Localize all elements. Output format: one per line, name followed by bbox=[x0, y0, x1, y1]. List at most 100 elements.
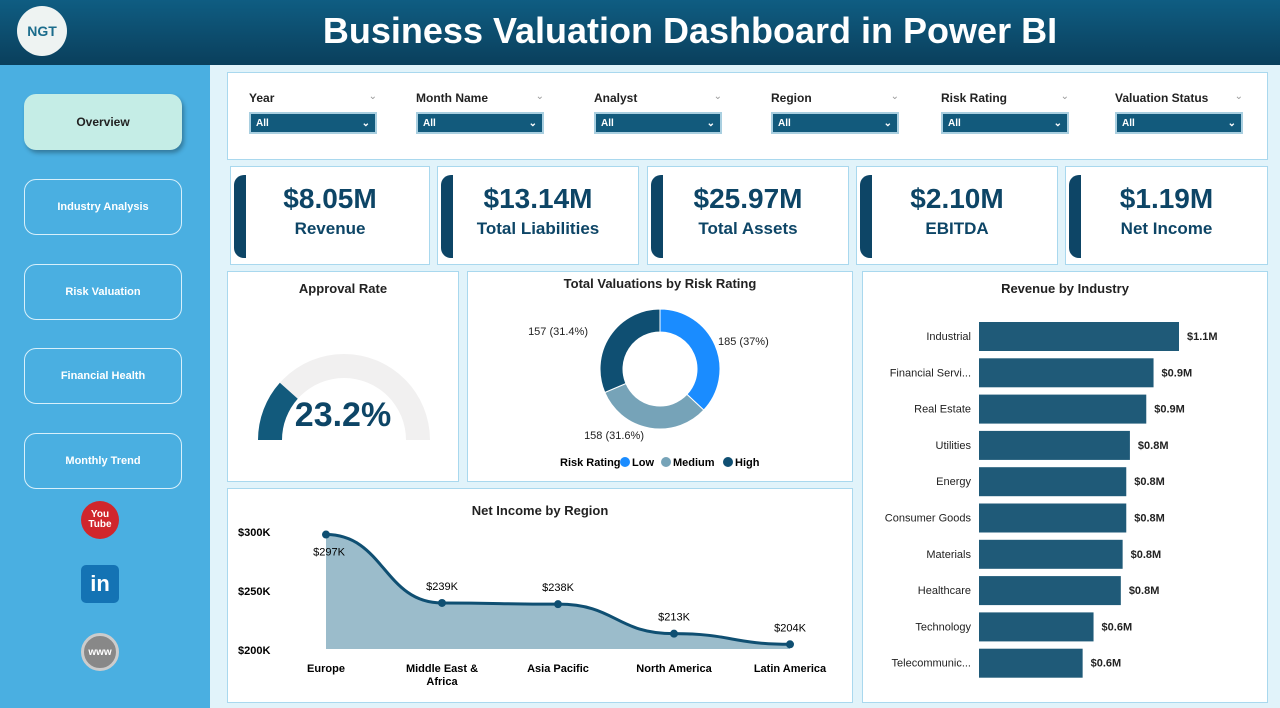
bar[interactable] bbox=[979, 539, 1123, 569]
x-tick-label: Latin America bbox=[754, 663, 827, 675]
bar[interactable] bbox=[979, 322, 1179, 351]
filter-analyst[interactable]: Analyst ⌄ All ⌄ bbox=[594, 91, 722, 134]
filter-risk-rating[interactable]: Risk Rating ⌄ All ⌄ bbox=[941, 91, 1069, 134]
kpi-value: $13.14M bbox=[483, 183, 593, 214]
filter-valuation-status[interactable]: Valuation Status ⌄ All ⌄ bbox=[1115, 91, 1243, 134]
donut-slice-high[interactable] bbox=[599, 308, 661, 394]
filter-label: Risk Rating ⌄ bbox=[941, 91, 1069, 105]
filter-label: Region ⌄ bbox=[771, 91, 899, 105]
donut-slice-low[interactable] bbox=[659, 308, 721, 411]
bar-value-label: $0.9M bbox=[1162, 367, 1193, 379]
x-tick-label: North America bbox=[636, 663, 712, 675]
filter-label: Year ⌄ bbox=[249, 91, 377, 105]
globe-icon[interactable]: www bbox=[81, 633, 119, 671]
chevron-down-icon[interactable]: ⌄ bbox=[1060, 91, 1069, 102]
data-point[interactable] bbox=[322, 530, 330, 539]
bar[interactable] bbox=[979, 612, 1094, 642]
kpi-value: $8.05M bbox=[283, 183, 377, 214]
page-title: Business Valuation Dashboard in Power BI bbox=[322, 10, 1058, 51]
bar[interactable] bbox=[979, 467, 1127, 497]
legend-item[interactable]: Medium bbox=[673, 457, 715, 469]
net-income-card: Net Income by Region $300K $250K $200K $297… bbox=[227, 488, 853, 703]
nav-monthly-trend[interactable]: Monthly Trend bbox=[24, 433, 182, 489]
kpi-accent bbox=[651, 175, 663, 258]
bar-value-label: $0.6M bbox=[1091, 658, 1122, 670]
donut-title: Total Valuations by Risk Rating bbox=[563, 276, 757, 291]
filter-panel: Year ⌄ All ⌄ Month Name ⌄ All ⌄ Analyst ⌄ All ⌄ Regi… bbox=[227, 72, 1268, 160]
kpi-label: Net Income bbox=[1120, 219, 1213, 238]
data-point[interactable] bbox=[554, 600, 562, 609]
legend-item[interactable]: High bbox=[735, 457, 760, 469]
approval-gauge bbox=[258, 354, 430, 440]
youtube-icon[interactable]: You Tube bbox=[81, 501, 119, 539]
bar[interactable] bbox=[979, 430, 1130, 460]
filter-dropdown[interactable]: All ⌄ bbox=[249, 112, 377, 134]
bar[interactable] bbox=[979, 358, 1154, 388]
filter-label: Month Name ⌄ bbox=[416, 91, 544, 105]
data-point[interactable] bbox=[438, 598, 446, 607]
chevron-down-icon[interactable]: ⌄ bbox=[535, 91, 544, 102]
legend-item[interactable]: Low bbox=[632, 457, 654, 469]
donut-slice-medium[interactable] bbox=[604, 382, 705, 430]
kpi-value: $2.10M bbox=[910, 183, 1004, 214]
legend-marker bbox=[620, 457, 630, 467]
data-label: $239K bbox=[426, 581, 458, 593]
legend-marker bbox=[723, 457, 733, 467]
filter-dropdown[interactable]: All ⌄ bbox=[941, 112, 1069, 134]
chevron-down-icon: ⌄ bbox=[528, 117, 537, 129]
chevron-down-icon: ⌄ bbox=[1053, 117, 1062, 129]
sidebar: Overview Industry Analysis Risk Valuatio… bbox=[0, 65, 210, 708]
bar-category-label: Consumer Goods bbox=[885, 513, 972, 525]
filter-dropdown[interactable]: All ⌄ bbox=[771, 112, 899, 134]
x-tick-label: Middle East & bbox=[406, 663, 478, 675]
chevron-down-icon[interactable]: ⌄ bbox=[890, 91, 899, 102]
linkedin-icon[interactable]: in bbox=[81, 565, 119, 603]
bar-category-label: Industrial bbox=[926, 331, 971, 343]
chevron-down-icon: ⌄ bbox=[706, 117, 715, 129]
y-tick-label: $300K bbox=[238, 527, 270, 539]
bar[interactable] bbox=[979, 394, 1147, 424]
approval-value: 23.2% bbox=[294, 396, 392, 434]
kpi-label: Total Liabilities bbox=[476, 219, 600, 238]
approval-rate-card: Approval Rate 23.2% bbox=[227, 271, 459, 482]
bar[interactable] bbox=[979, 503, 1127, 533]
bar-category-label: Technology bbox=[915, 621, 971, 633]
nav-financial-health[interactable]: Financial Health bbox=[24, 348, 182, 404]
bar-value-label: $0.6M bbox=[1102, 621, 1133, 633]
data-point[interactable] bbox=[786, 640, 794, 649]
chevron-down-icon: ⌄ bbox=[361, 117, 370, 129]
chevron-down-icon: ⌄ bbox=[883, 117, 892, 129]
nav-overview[interactable]: Overview bbox=[24, 94, 182, 150]
kpi-value: $25.97M bbox=[693, 183, 803, 214]
filter-label: Valuation Status ⌄ bbox=[1115, 91, 1243, 105]
kpi-value: $1.19M bbox=[1119, 183, 1214, 214]
filter-region[interactable]: Region ⌄ All ⌄ bbox=[771, 91, 899, 134]
kpi-card: $13.14M Total Liabilities bbox=[437, 166, 639, 265]
filter-month-name[interactable]: Month Name ⌄ All ⌄ bbox=[416, 91, 544, 134]
kpi-card: $2.10M EBITDA bbox=[856, 166, 1058, 265]
chevron-down-icon: ⌄ bbox=[1227, 117, 1236, 129]
filter-dropdown[interactable]: All ⌄ bbox=[594, 112, 722, 134]
nav-industry-analysis[interactable]: Industry Analysis bbox=[24, 179, 182, 235]
data-point[interactable] bbox=[670, 629, 678, 638]
bar-value-label: $0.8M bbox=[1129, 585, 1160, 597]
filter-dropdown[interactable]: All ⌄ bbox=[416, 112, 544, 134]
chevron-down-icon[interactable]: ⌄ bbox=[713, 91, 722, 102]
bar-value-label: $1.1M bbox=[1187, 331, 1218, 343]
data-label: $238K bbox=[542, 582, 574, 594]
bar[interactable] bbox=[979, 576, 1121, 606]
filter-dropdown[interactable]: All ⌄ bbox=[1115, 112, 1243, 134]
x-tick-label: Europe bbox=[307, 663, 345, 675]
ngt-logo: NGT bbox=[17, 6, 67, 56]
bar[interactable] bbox=[979, 648, 1083, 678]
approval-title: Approval Rate bbox=[298, 281, 388, 296]
y-tick-label: $250K bbox=[238, 586, 270, 598]
chevron-down-icon[interactable]: ⌄ bbox=[368, 91, 377, 102]
filter-year[interactable]: Year ⌄ All ⌄ bbox=[249, 91, 377, 134]
kpi-label: Total Assets bbox=[698, 219, 798, 238]
bar-category-label: Healthcare bbox=[918, 585, 971, 597]
chevron-down-icon[interactable]: ⌄ bbox=[1234, 91, 1243, 102]
nav-risk-valuation[interactable]: Risk Valuation bbox=[24, 264, 182, 320]
filter-label: Analyst ⌄ bbox=[594, 91, 722, 105]
kpi-accent bbox=[1069, 175, 1081, 258]
